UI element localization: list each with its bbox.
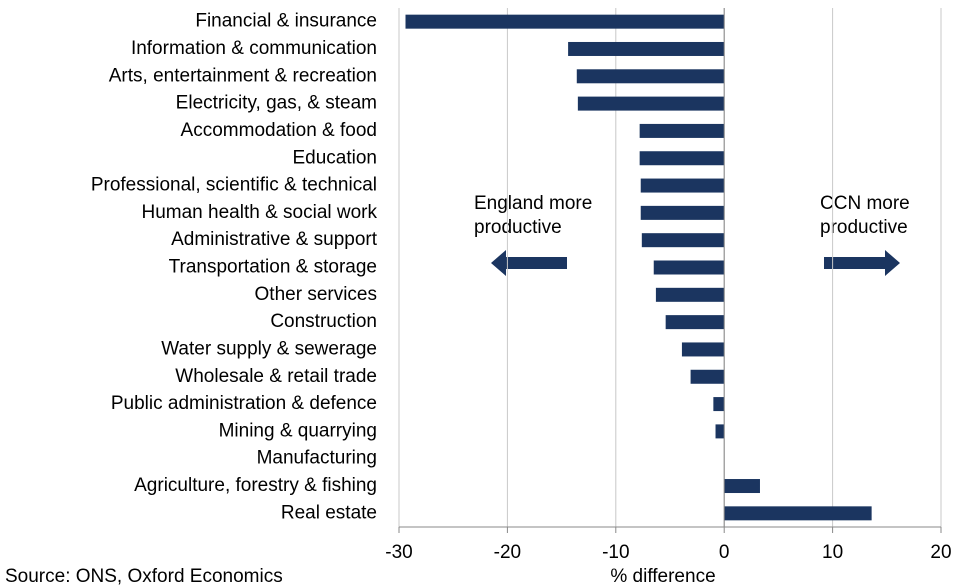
- bar: [665, 315, 725, 330]
- x-tick-label: 20: [930, 542, 951, 563]
- arrow-right: [824, 250, 900, 276]
- y-tick-label: Mining & quarrying: [219, 420, 377, 441]
- y-tick-label: Real estate: [281, 502, 377, 523]
- y-tick-label: Agriculture, forestry & fishing: [134, 475, 377, 496]
- bar: [724, 506, 872, 521]
- source: Source: ONS, Oxford Economics: [5, 566, 283, 585]
- y-tick-label: Professional, scientific & technical: [91, 175, 377, 196]
- x-tick-label: 0: [719, 542, 730, 563]
- x-tick-label: -20: [494, 542, 521, 563]
- bar: [639, 151, 725, 166]
- bar: [653, 260, 725, 275]
- x-tick-label: -10: [602, 542, 629, 563]
- x-axis-label: % difference: [610, 566, 715, 585]
- y-tick-label: Administrative & support: [171, 229, 378, 250]
- y-tick-label: Manufacturing: [257, 448, 377, 469]
- y-tick-label: Transportation & storage: [169, 257, 377, 278]
- y-tick-label: Electricity, gas, & steam: [176, 93, 377, 114]
- y-tick-label: Other services: [255, 284, 377, 305]
- y-tick-label: Arts, entertainment & recreation: [109, 65, 377, 86]
- y-tick-label: Information & communication: [131, 38, 377, 59]
- y-tick-label: Accommodation & food: [181, 120, 377, 141]
- annotation: England more: [474, 193, 592, 214]
- annotation: CCN more: [820, 193, 910, 214]
- bar: [655, 287, 725, 302]
- bar: [640, 205, 725, 220]
- x-tick-label: 10: [822, 542, 843, 563]
- y-tick-label: Construction: [270, 311, 377, 332]
- bar: [724, 479, 760, 494]
- bar: [576, 69, 725, 84]
- bar: [577, 96, 725, 111]
- y-tick-label: Water supply & sewerage: [161, 338, 377, 359]
- bar: [690, 369, 725, 384]
- y-tick-label: Public administration & defence: [111, 393, 377, 414]
- bar: [681, 342, 725, 357]
- annotation: productive: [820, 217, 908, 238]
- y-tick-label: Wholesale & retail trade: [175, 366, 377, 387]
- bar: [640, 178, 725, 193]
- arrow-left: [491, 250, 567, 276]
- bar: [639, 123, 725, 138]
- x-tick-label: -30: [385, 542, 412, 563]
- annotation: productive: [474, 217, 562, 238]
- bar: [713, 397, 725, 412]
- y-tick-label: Financial & insurance: [195, 11, 377, 32]
- bar: [715, 424, 725, 439]
- y-tick-label: Education: [292, 147, 377, 168]
- bar: [568, 41, 725, 56]
- bar: [405, 14, 725, 29]
- y-tick-label: Human health & social work: [142, 202, 378, 223]
- bar: [641, 233, 725, 248]
